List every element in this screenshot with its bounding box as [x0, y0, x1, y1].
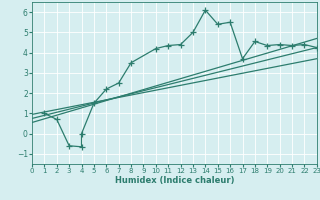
- X-axis label: Humidex (Indice chaleur): Humidex (Indice chaleur): [115, 176, 234, 185]
